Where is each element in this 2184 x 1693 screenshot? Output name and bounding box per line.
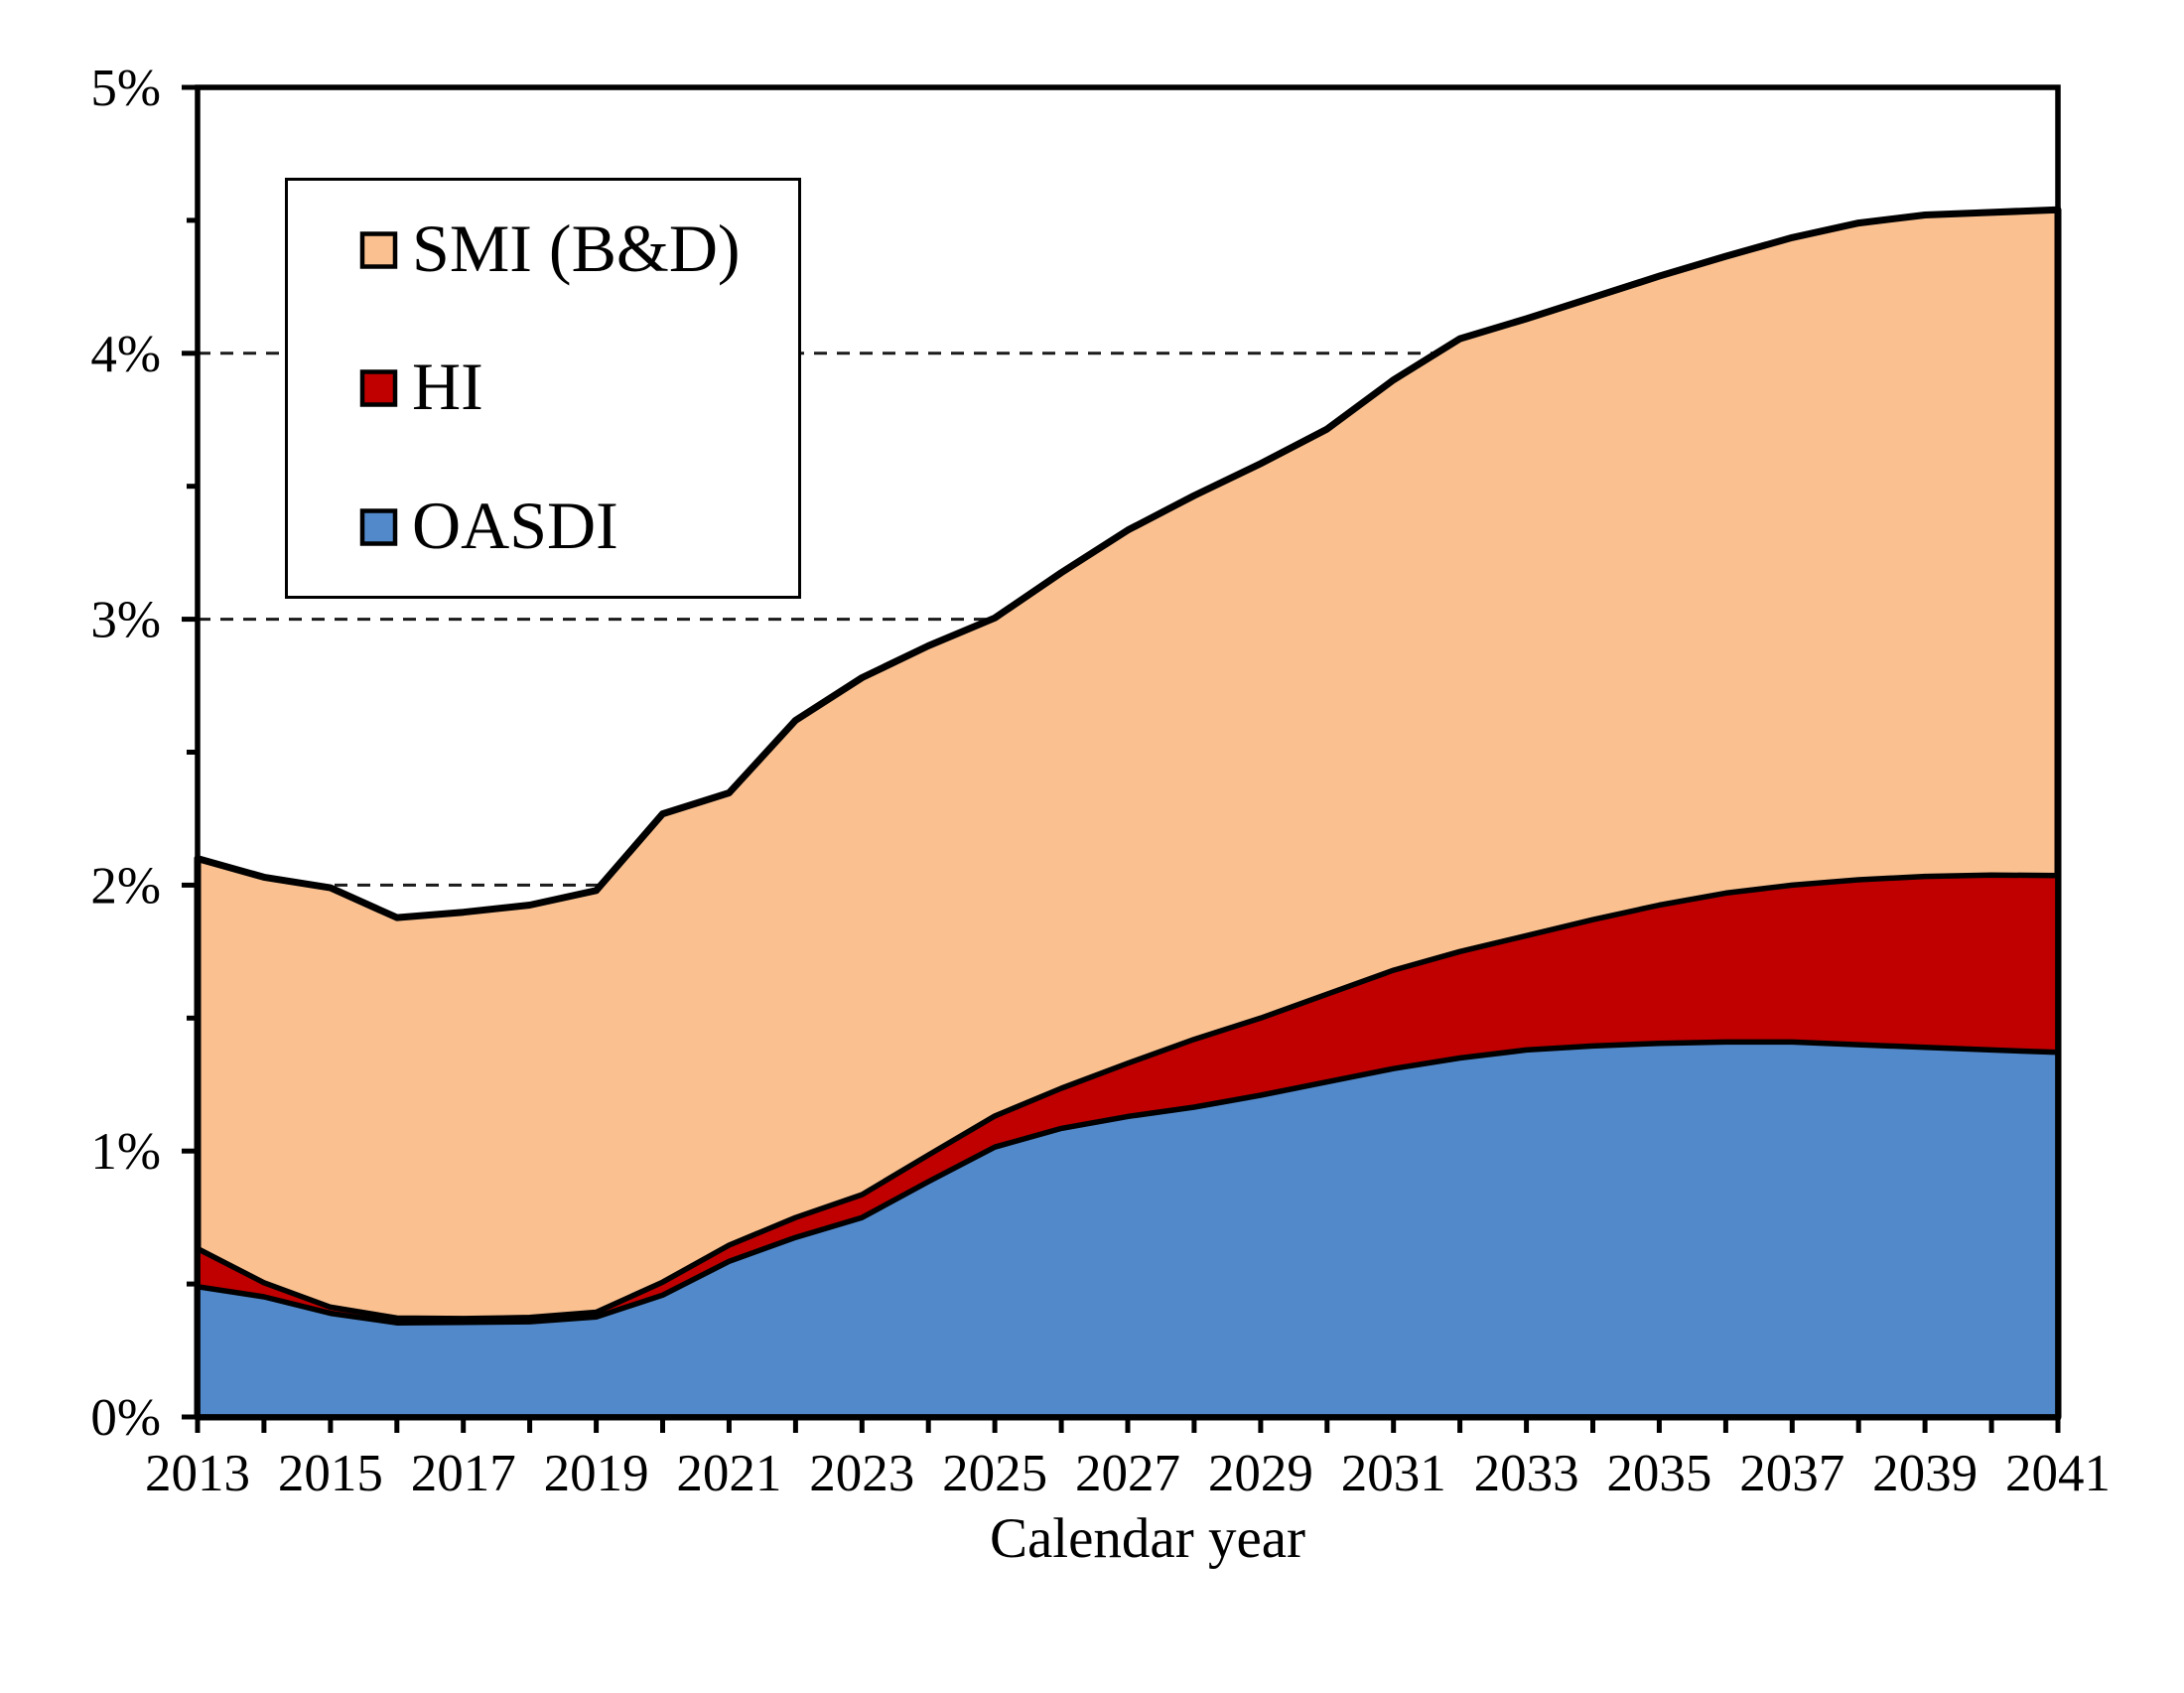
svg-text:2035: 2035 xyxy=(1606,1445,1711,1502)
svg-text:2021: 2021 xyxy=(676,1445,781,1502)
svg-text:2027: 2027 xyxy=(1075,1445,1180,1502)
svg-text:2041: 2041 xyxy=(2005,1445,2111,1502)
svg-text:2029: 2029 xyxy=(1208,1445,1313,1502)
svg-text:2017: 2017 xyxy=(411,1445,516,1502)
svg-text:SMI (B&D): SMI (B&D) xyxy=(412,211,741,286)
svg-text:2019: 2019 xyxy=(544,1445,649,1502)
svg-text:2023: 2023 xyxy=(809,1445,914,1502)
svg-text:HI: HI xyxy=(412,349,483,424)
svg-text:2015: 2015 xyxy=(278,1445,383,1502)
svg-text:2033: 2033 xyxy=(1474,1445,1579,1502)
svg-text:2039: 2039 xyxy=(1872,1445,1978,1502)
svg-text:OASDI: OASDI xyxy=(412,488,618,563)
svg-text:2%: 2% xyxy=(90,857,161,915)
svg-text:Calendar year: Calendar year xyxy=(990,1507,1305,1570)
svg-text:2031: 2031 xyxy=(1341,1445,1446,1502)
svg-text:2037: 2037 xyxy=(1739,1445,1844,1502)
svg-text:0%: 0% xyxy=(90,1389,161,1447)
svg-text:4%: 4% xyxy=(90,326,161,383)
svg-text:2025: 2025 xyxy=(942,1445,1047,1502)
svg-text:5%: 5% xyxy=(90,60,161,117)
svg-text:3%: 3% xyxy=(90,592,161,649)
svg-text:2013: 2013 xyxy=(145,1445,250,1502)
svg-text:1%: 1% xyxy=(90,1123,161,1181)
